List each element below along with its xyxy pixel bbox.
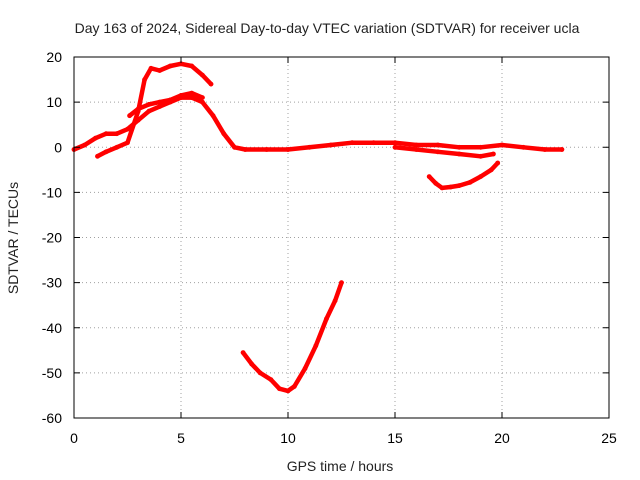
data-point xyxy=(456,183,462,189)
data-point xyxy=(200,72,205,78)
data-point xyxy=(189,95,195,100)
data-point xyxy=(148,65,154,71)
data-point xyxy=(208,81,214,87)
y-tick-label: 0 xyxy=(54,139,62,155)
data-point xyxy=(114,144,120,150)
y-tick-label: -10 xyxy=(42,184,62,200)
data-point xyxy=(414,142,419,148)
data-point xyxy=(392,144,398,150)
data-point xyxy=(264,147,269,152)
data-point xyxy=(249,361,255,367)
data-point xyxy=(433,180,439,186)
data-point xyxy=(125,140,130,146)
data-point xyxy=(495,160,501,166)
data-point xyxy=(435,142,441,148)
data-point xyxy=(135,106,141,112)
data-point xyxy=(542,147,548,152)
data-point xyxy=(146,102,152,107)
data-point xyxy=(339,280,344,285)
data-point xyxy=(142,77,148,82)
data-point xyxy=(559,147,565,152)
x-tick-label: 20 xyxy=(494,430,510,446)
x-tick-label: 0 xyxy=(70,430,78,446)
data-point xyxy=(210,113,216,119)
data-point xyxy=(221,131,227,137)
x-tick-label: 25 xyxy=(601,430,617,446)
data-point xyxy=(257,370,263,376)
y-tick-label: 10 xyxy=(46,94,62,110)
data-point xyxy=(146,108,152,114)
x-tick-label: 10 xyxy=(280,430,296,446)
data-point xyxy=(414,147,419,152)
data-point xyxy=(200,99,205,105)
data-point xyxy=(439,185,445,191)
data-point xyxy=(499,142,505,148)
data-point xyxy=(426,174,432,180)
data-point xyxy=(157,99,163,105)
data-series xyxy=(71,61,565,394)
data-point xyxy=(521,144,526,150)
data-point xyxy=(478,174,483,180)
data-point xyxy=(448,184,453,190)
data-point xyxy=(371,140,376,146)
data-point xyxy=(285,147,291,152)
data-point xyxy=(232,144,237,150)
data-point xyxy=(189,90,195,96)
data-point xyxy=(302,366,308,371)
data-point xyxy=(240,350,246,355)
data-point xyxy=(456,144,462,150)
data-point xyxy=(456,151,462,157)
data-point xyxy=(435,149,441,155)
data-point xyxy=(332,298,338,304)
axis-ticks: 0 5 10 15 20 25 -60 -50 -40 -30 -20 -10 0 10 20 xyxy=(42,49,617,446)
data-point xyxy=(478,153,483,159)
data-point xyxy=(467,180,473,185)
grid xyxy=(74,57,609,418)
data-point xyxy=(114,131,120,137)
data-point xyxy=(488,167,494,173)
data-point xyxy=(478,144,483,150)
x-tick-label: 15 xyxy=(387,430,403,446)
data-point xyxy=(292,384,297,389)
data-point xyxy=(157,68,163,73)
data-point xyxy=(324,316,329,322)
series-line-dip-small xyxy=(426,160,500,191)
data-point xyxy=(313,343,319,349)
data-point xyxy=(242,147,248,152)
y-tick-label: -30 xyxy=(42,275,62,291)
chart-title: Day 163 of 2024, Sidereal Day-to-day VTE… xyxy=(75,20,580,36)
data-point xyxy=(268,377,274,382)
data-point xyxy=(125,126,130,132)
y-tick-label: 20 xyxy=(46,49,62,65)
data-point xyxy=(93,135,98,141)
data-point xyxy=(178,93,184,98)
data-point xyxy=(189,63,195,69)
data-point xyxy=(103,149,109,155)
data-point xyxy=(82,142,88,148)
y-axis-label: SDTVAR / TECUs xyxy=(5,182,21,294)
y-tick-label: -50 xyxy=(42,365,62,381)
data-point xyxy=(103,131,109,137)
data-point xyxy=(392,140,398,146)
x-axis-label: GPS time / hours xyxy=(287,458,394,474)
y-tick-label: -60 xyxy=(42,410,62,426)
x-tick-label: 5 xyxy=(177,430,185,446)
series-line-dip-large xyxy=(240,280,344,394)
data-point xyxy=(349,140,355,146)
data-point xyxy=(491,151,496,157)
data-point xyxy=(167,97,173,103)
y-tick-label: -20 xyxy=(42,230,62,246)
data-point xyxy=(200,95,205,100)
data-point xyxy=(307,144,312,150)
data-point xyxy=(328,142,334,148)
data-point xyxy=(127,113,132,119)
data-point xyxy=(167,63,173,69)
data-point xyxy=(95,153,100,159)
data-point xyxy=(157,104,163,109)
y-tick-label: -40 xyxy=(42,320,62,336)
data-point xyxy=(285,388,291,394)
data-point xyxy=(178,61,184,67)
data-point xyxy=(277,386,282,392)
